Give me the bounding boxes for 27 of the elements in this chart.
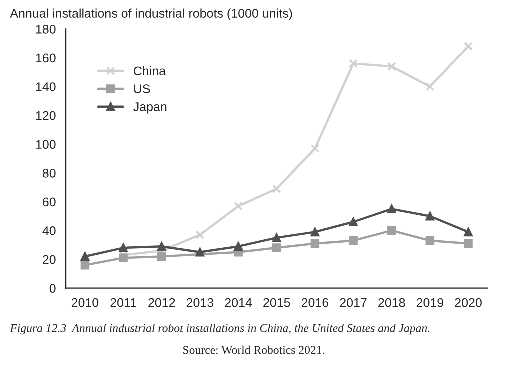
y-tick-label: 120	[36, 111, 56, 120]
x-tick-label: 2010	[72, 298, 99, 308]
y-tick-label: 100	[36, 140, 56, 150]
x-tick-label: 2017	[340, 298, 367, 308]
x-tick-label: 2013	[186, 298, 214, 308]
x-tick-label: 2011	[110, 298, 136, 308]
y-tick-label: 60	[43, 198, 56, 207]
y-tick-label: 140	[36, 82, 56, 92]
x-tick-label: 2019	[416, 298, 444, 308]
y-tick-label: 20	[43, 255, 56, 264]
y-tick-label: 0	[50, 284, 56, 293]
x-tick-label: 2015	[264, 298, 290, 308]
x-tick-label: 2012	[148, 298, 176, 308]
y-tick-label: 80	[42, 168, 56, 178]
y-tick-label: 160	[36, 54, 56, 63]
y-tick-label: 40	[42, 226, 56, 236]
x-tick-label: 2020	[455, 298, 482, 308]
x-tick-label: 2014	[225, 298, 252, 308]
x-tick-label: 2016	[302, 298, 329, 308]
legend-label: US	[134, 84, 150, 94]
chart-title: Annual installations of industrial robots (1000 units)	[10, 8, 292, 20]
y-tick-label: 180	[36, 25, 56, 34]
source-note: Source: World Robotics 2021.	[184, 346, 324, 354]
legend-label: China	[134, 66, 166, 76]
x-tick-label: 2018	[378, 298, 406, 308]
text: Figura 12.3 Annual industrial robot installations in China, the United States and Japan.	[10, 324, 430, 335]
legend-label: Japan	[134, 102, 167, 114]
